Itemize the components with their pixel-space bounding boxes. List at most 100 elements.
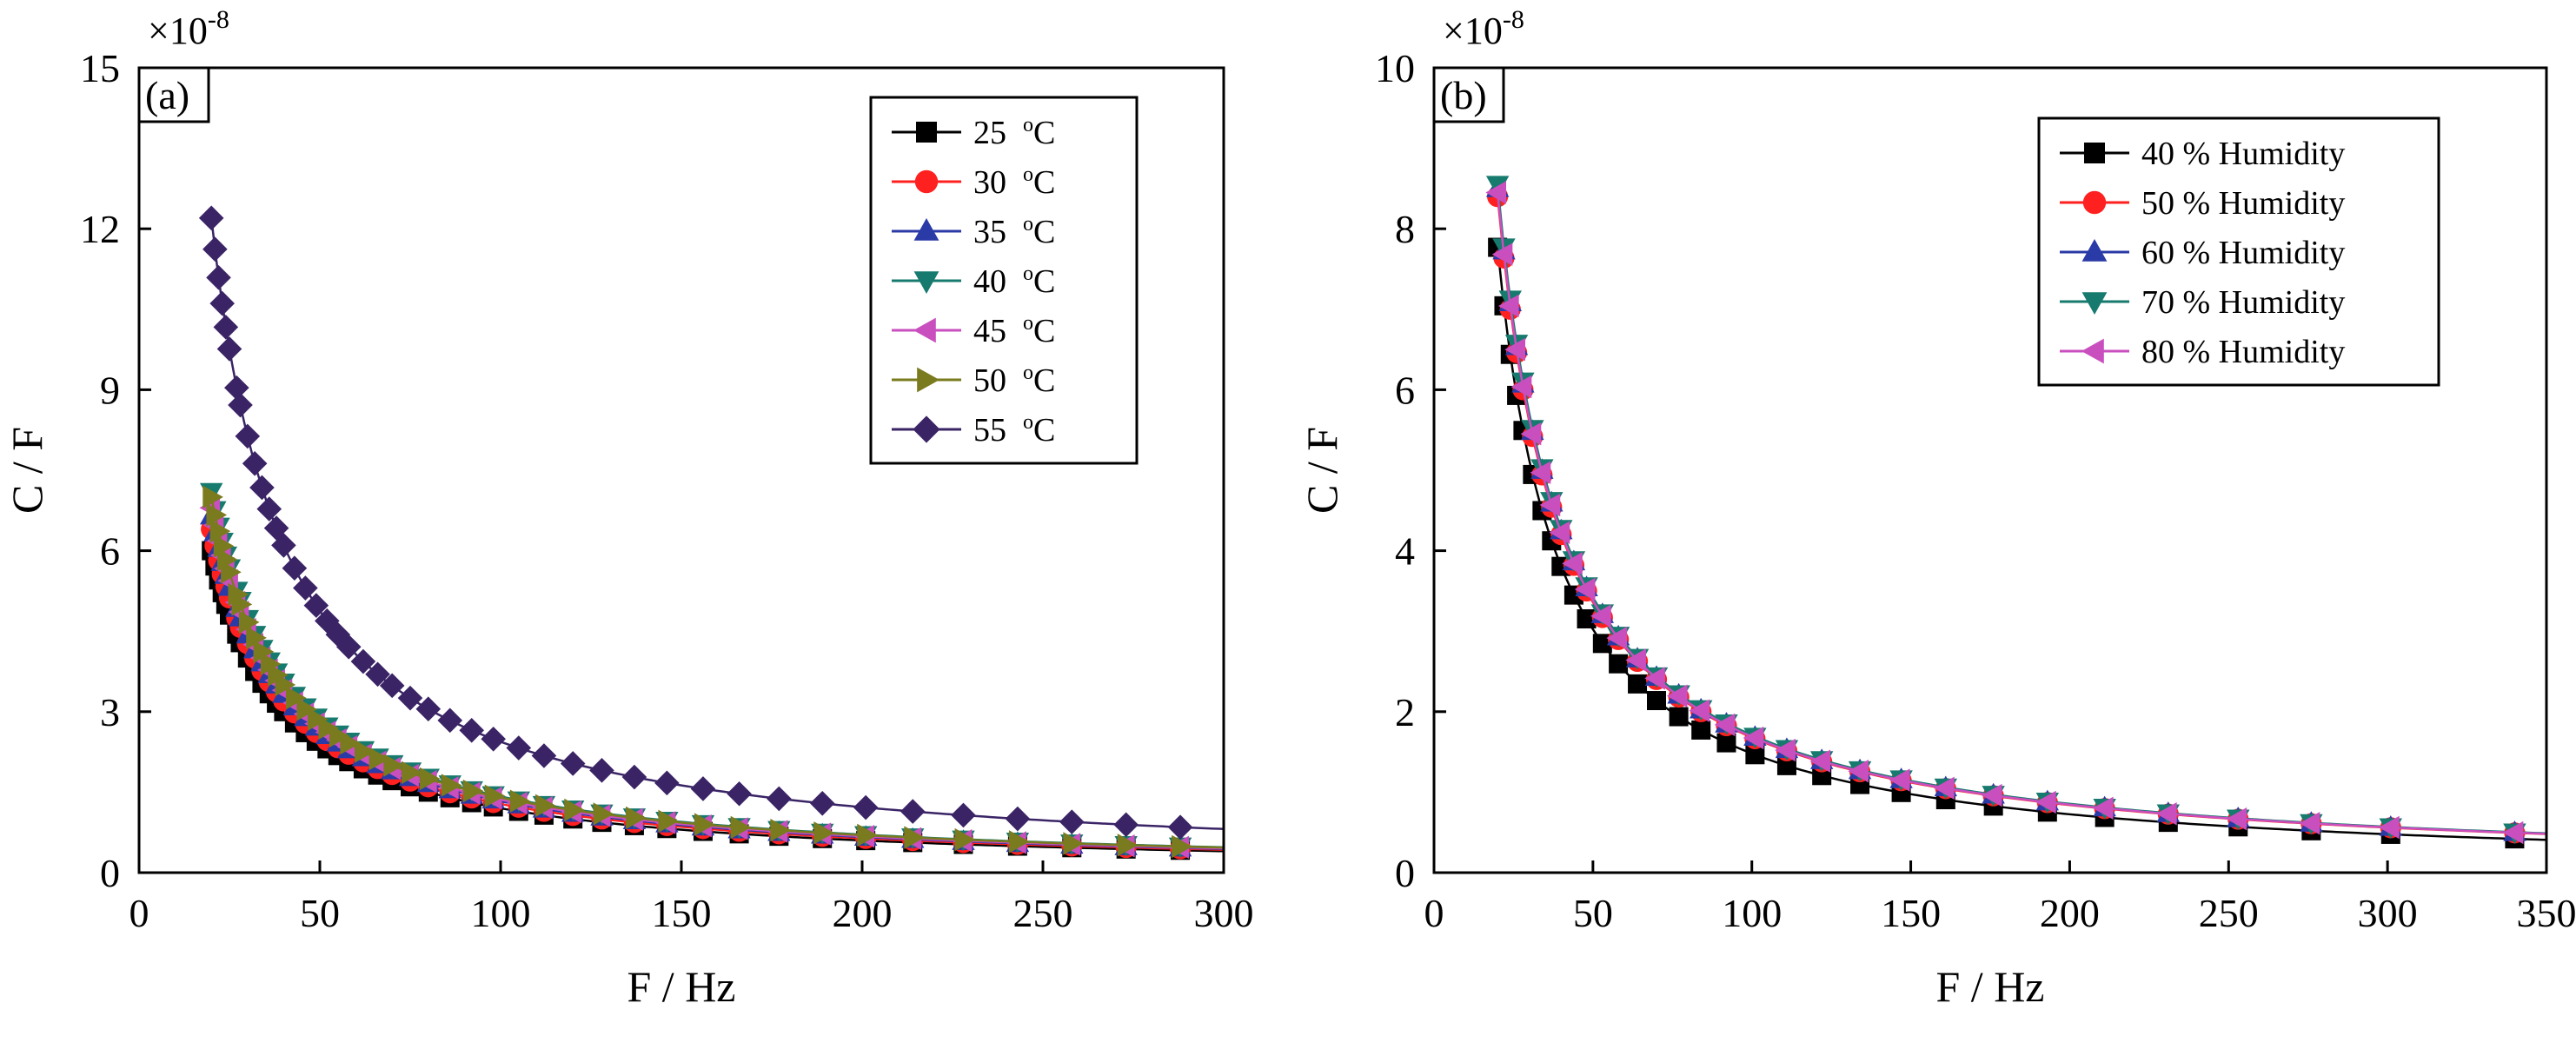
panel-a-ticks: 0 50 100 150 200 250 300 0 3 6 9 12 15 [80,46,1254,935]
panel-b-legend-marker [2081,239,2108,262]
panel-a-series-6-point [303,593,329,618]
panel-a-series-5-point [355,740,375,763]
panel-a-series-2 [200,503,1225,857]
panel-b-series-0-point [1716,733,1736,753]
panel-a-x-tick-label: 100 [471,891,531,935]
panel-a-legend-marker [916,122,937,143]
panel-b-x-tick-label: 150 [1881,891,1941,935]
panel-b-legend-label: 50 % Humidity [2141,185,2345,222]
panel-a-legend-item: 50 oC [892,362,1055,399]
panel-a-label-box: (a) [137,66,210,123]
panel-a-series-6-point [271,533,296,558]
panel-a-series-1 [201,518,1225,860]
panel-b-label-box: (b) [1432,66,1505,123]
panel-a-series-3 [200,482,1225,859]
panel-b-x-tick-label: 250 [2199,891,2259,935]
panel-b-series-0-point [1609,654,1629,674]
panel-a-series-5-point [260,652,282,676]
panel-a-series-5-point [441,774,462,797]
panel-a-series-5-point [202,485,223,509]
legend-label-degree: o [1023,114,1033,136]
panel-b-legend: 40 % Humidity 50 % Humidity 60 % Humidity 7… [2037,116,2440,387]
panel-b-exponent-power: -8 [1503,5,1524,34]
panel-a-series-5-point [904,826,925,849]
panel-a-series-5-point [275,673,296,697]
panel-b-legend-label: 80 % Humidity [2141,334,2345,370]
panel-b-legend-item: 50 % Humidity [2060,185,2345,222]
panel-a-x-axis-label: F / Hz [627,962,736,1011]
panel-a-series-6-point [560,751,586,776]
legend-label-degree: o [1023,411,1033,434]
panel-a-label: (a) [145,73,189,117]
panel-b-series-0-point [1691,720,1711,740]
panel-a-series-5-point [813,821,834,845]
panel-b-series-4-point [1498,294,1519,318]
panel-b-series-4-point [1981,783,2002,807]
panel-b-series-0-point [1669,707,1689,727]
panel-a-x-tick-label: 150 [652,891,712,935]
panel-a-plot-layer [198,205,1225,860]
panel-a-series-4 [199,496,1225,860]
panel-b-plot-frame [1432,66,2548,874]
panel-b-legend-marker [2084,143,2105,163]
panel-a-series-6-point [263,515,289,541]
panel-b-plot-layer [1485,176,2547,849]
panel-a-series-2-line [209,515,1225,850]
panel-a-series-6-point [589,758,614,783]
panel-b-series-4-point [1889,768,1910,792]
panel-a-series-5-point [368,747,390,771]
panel-b-x-tick-label: 50 [1573,891,1613,935]
panel-a-legend-item: 25 oC [892,114,1055,151]
legend-label-unit: C [1033,263,1055,300]
panel-a-series-6-point [379,673,405,699]
panel-b-label-frame [1432,66,1505,123]
panel-b-label: (b) [1440,73,1487,117]
panel-b-series-0-point [1592,634,1612,654]
panel-a-x-tick-label: 300 [1194,891,1254,935]
panel-b-series-4-point [1775,738,1796,762]
panel-b-series-4-point [1530,461,1551,484]
panel-a-y-tick-label: 12 [80,207,120,251]
panel-a-series-6-point [1059,809,1085,834]
panel-a-series-6-point [206,265,231,290]
legend-label-degree: o [1023,312,1033,335]
panel-a-y-tick-label: 15 [80,46,120,90]
panel-b-series-4-point [1606,626,1628,650]
panel-a-series-6 [198,205,1225,840]
legend-label-unit: C [1033,412,1055,448]
panel-a-exponent-power: -8 [208,5,229,34]
legend-label-unit: C [1033,115,1055,151]
panel-b-series-4-point [1590,604,1611,628]
legend-label-unit: C [1033,313,1055,349]
panel-b-series-0-point [1577,609,1597,629]
panel-a-series-5-point [509,789,531,813]
panel-a-legend-label: 55 oC [973,411,1055,448]
panel-a-series-5-point [694,813,715,836]
panel-a-legend-label: 35 oC [973,213,1055,250]
panel-a-series-6-point [1167,814,1193,840]
panel-a-series-6-point [365,661,390,688]
panel-a-series-5-point [318,716,340,740]
panel-b-series-0-point [1647,691,1666,711]
panel-a-legend-marker [913,218,939,241]
panel-a-series-6-point [249,475,275,501]
panel-a-series-6-point [809,791,835,816]
panel-b-series-4-point [1934,776,1955,800]
legend-label-value: 40 [973,263,1023,300]
panel-b-series-4-point [2092,796,2114,820]
panel-a-legend-marker [917,367,939,393]
panel-a-series-5-point [593,802,614,826]
panel-a-series-5-point [535,794,556,818]
panel-a-legend-item: 45 oC [892,312,1055,349]
panel-b-y-tick-label: 4 [1395,529,1415,574]
panel-b-legend-marker [2081,338,2104,364]
panel-b-legend-marker [2081,292,2108,315]
panel-a-series-5-point [462,779,484,803]
panel-b-legend-item: 40 % Humidity [2060,136,2345,172]
panel-a-series-6-point [235,423,261,449]
panel-a-series-5-point [221,561,242,584]
legend-label-degree: o [1023,262,1033,285]
panel-a-series-5-point [1172,834,1192,859]
panel-a-legend-item: 30 oC [892,163,1055,201]
